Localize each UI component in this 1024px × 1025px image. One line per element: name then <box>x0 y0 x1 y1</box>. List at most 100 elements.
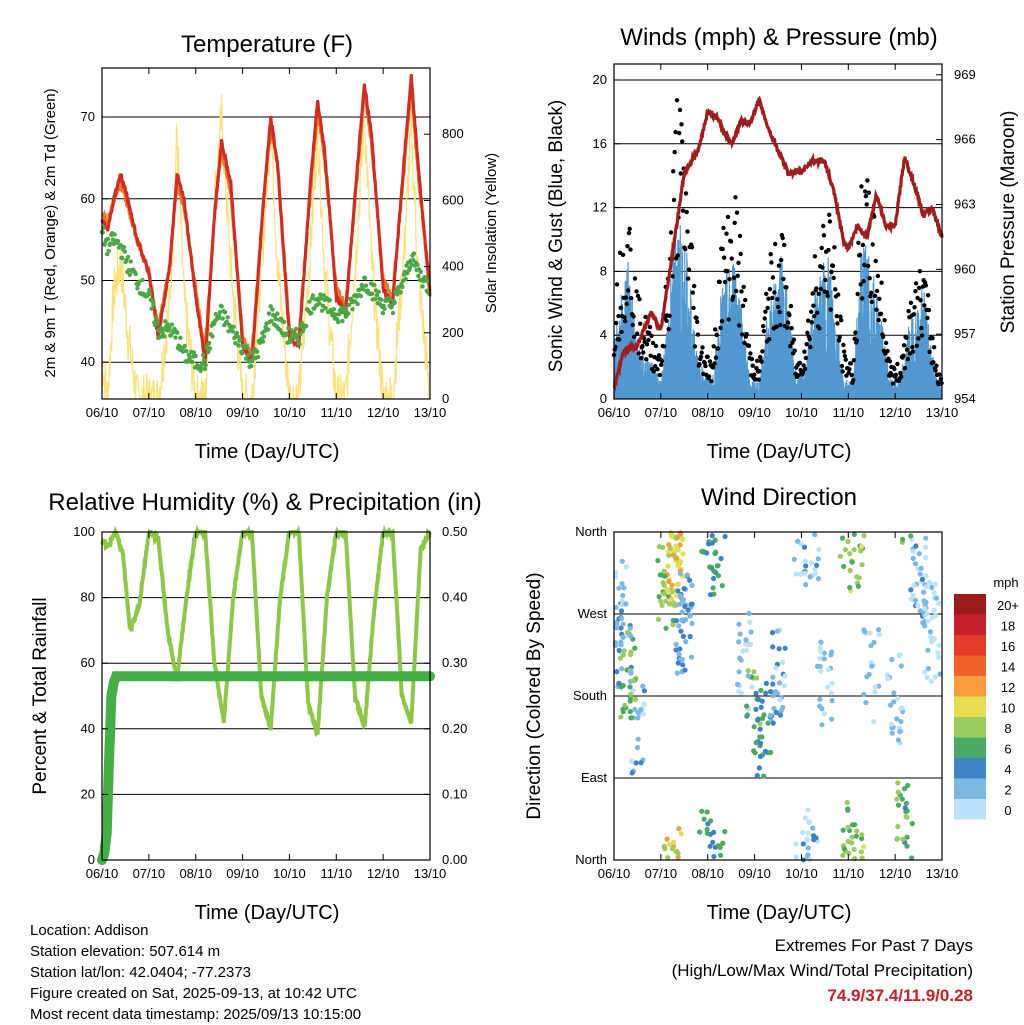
wind-direction-point <box>758 687 764 694</box>
gust-point <box>923 283 929 288</box>
wind-direction-point <box>711 853 717 860</box>
wind-direction-point <box>899 705 905 711</box>
wind-direction-point <box>891 690 897 696</box>
dewpoint-point <box>363 283 369 288</box>
dewpoint-point <box>127 272 132 277</box>
wind-direction-point <box>915 603 921 609</box>
dewpoint-point <box>121 244 127 250</box>
wind-direction-point <box>917 571 923 577</box>
humidity-x-axis-label: Time (Day/UTC) <box>195 902 340 924</box>
dewpoint-point <box>400 284 405 290</box>
gust-point <box>803 355 809 361</box>
wind-direction-point <box>616 680 622 686</box>
gust-point <box>931 360 936 365</box>
wind-direction-point <box>699 808 705 814</box>
wind-direction-point <box>658 598 664 604</box>
dewpoint-point <box>169 322 175 327</box>
gust-point <box>905 356 911 362</box>
wind-direction-point <box>669 582 675 588</box>
gust-point <box>731 275 737 281</box>
total-precipitation-line <box>97 671 435 865</box>
gust-point <box>667 313 672 318</box>
wind-direction-point <box>770 644 776 650</box>
wind-direction-point <box>913 543 919 549</box>
gust-point <box>858 282 863 287</box>
dewpoint-point <box>398 290 403 295</box>
gust-point <box>777 309 782 315</box>
gust-point <box>834 314 839 319</box>
gust-point <box>776 304 781 310</box>
wind-direction-point <box>814 562 820 568</box>
dewpoint-point <box>318 292 323 297</box>
wind-direction-point <box>677 530 684 536</box>
winds-right-axis-label: Station Pressure (Maroon) <box>998 111 1019 334</box>
wind-direction-point <box>673 543 679 549</box>
wind-direction-point <box>931 607 937 613</box>
gust-point <box>930 335 935 341</box>
wind-direction-point <box>919 576 926 583</box>
wind-direction-point <box>851 547 857 553</box>
winds-y2-tick-label: 963 <box>954 196 976 211</box>
gust-point <box>673 129 678 135</box>
gust-point <box>675 253 680 258</box>
wind-direction-point <box>793 571 799 577</box>
relative-humidity-line <box>100 524 432 738</box>
gust-point <box>774 324 779 329</box>
recent-data-text: Most recent data timestamp: 2025/09/13 1… <box>30 1006 362 1023</box>
gust-point <box>818 286 824 292</box>
gust-point <box>828 307 833 312</box>
wind-direction-point <box>932 581 938 587</box>
wind-direction-point <box>814 663 821 670</box>
wind-direction-point <box>802 815 809 821</box>
gust-point <box>724 231 729 236</box>
dewpoint-point <box>390 310 396 316</box>
wind-direction-point <box>641 701 647 707</box>
wind-direction-point <box>780 659 786 666</box>
gust-point <box>627 226 632 231</box>
wind-direction-point <box>822 711 828 717</box>
gust-point <box>875 273 881 279</box>
winds-y2-tick-label: 960 <box>954 261 976 276</box>
temperature-x-tick-label: 08/10 <box>179 405 212 420</box>
wind-direction-point <box>855 583 862 589</box>
gust-point <box>678 171 683 176</box>
wind-direction-point <box>828 652 834 658</box>
wind-direction-point <box>675 581 681 587</box>
wind-direction-point <box>680 598 686 604</box>
legend-swatch <box>954 717 986 738</box>
gust-point <box>735 273 740 278</box>
wind-direction-point <box>815 576 822 582</box>
gust-point <box>835 321 840 326</box>
wind-direction-point <box>676 651 682 658</box>
direction-y-tick-label: North <box>575 524 607 539</box>
gust-point <box>626 230 632 236</box>
gust-point <box>620 252 626 257</box>
wind-direction-point <box>897 729 903 735</box>
wind-direction-point <box>895 802 902 808</box>
winds-y2-tick-label: 966 <box>954 132 976 147</box>
gust-point <box>713 355 719 360</box>
wind-direction-point <box>898 718 904 725</box>
wind-direction-point <box>909 855 915 861</box>
dewpoint-point <box>358 294 364 299</box>
wind-direction-point <box>773 689 779 695</box>
wind-direction-point <box>849 559 855 565</box>
humidity-frame <box>101 531 431 861</box>
gust-point <box>742 340 747 346</box>
wind-direction-point <box>825 684 831 690</box>
wind-direction-point <box>669 846 676 852</box>
wind-direction-point <box>738 657 744 663</box>
direction-y-tick-label: West <box>578 606 608 621</box>
wind-direction-point <box>847 567 853 574</box>
gust-point <box>738 251 743 257</box>
dewpoint-point <box>219 304 224 309</box>
wind-direction-point <box>620 634 626 641</box>
wind-direction-point <box>859 832 865 838</box>
gust-point <box>623 295 629 300</box>
wind-direction-point <box>736 639 742 645</box>
gust-point <box>763 309 768 314</box>
wind-direction-point <box>813 835 819 841</box>
wind-direction-point <box>924 674 930 681</box>
gust-point <box>679 122 684 127</box>
wind-direction-point <box>802 570 808 576</box>
